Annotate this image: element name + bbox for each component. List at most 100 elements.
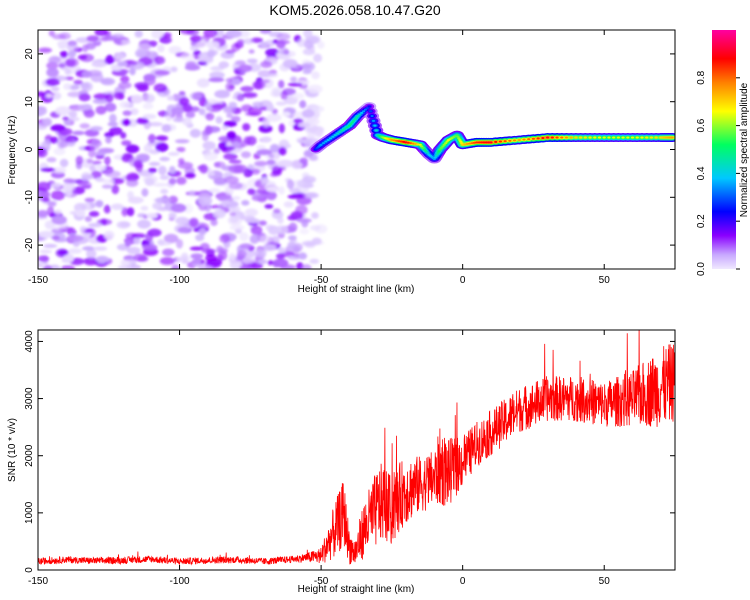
noise-blob xyxy=(305,192,320,199)
noise-blob xyxy=(137,43,152,50)
noise-blob xyxy=(247,188,256,195)
noise-blob xyxy=(95,255,109,263)
noise-blob xyxy=(65,76,74,81)
noise-blob xyxy=(171,264,180,269)
noise-blob xyxy=(291,92,305,100)
noise-blob xyxy=(190,253,204,260)
ridge-segment xyxy=(459,140,463,143)
noise-blob xyxy=(152,202,163,210)
noise-blob xyxy=(84,197,95,203)
noise-blob xyxy=(278,123,285,134)
noise-blob xyxy=(239,232,249,242)
noise-blob xyxy=(119,39,131,45)
noise-blob xyxy=(179,30,195,35)
noise-blob xyxy=(258,220,267,226)
ridge-segment xyxy=(621,136,625,139)
ridge-segment xyxy=(588,136,592,139)
ridge-segment xyxy=(356,115,360,118)
noise-blob xyxy=(143,73,156,82)
noise-blob xyxy=(109,126,123,136)
colorbar-tick-label: 0.0 xyxy=(696,262,707,276)
noise-blob xyxy=(213,209,226,219)
noise-blob xyxy=(269,143,280,153)
noise-blob xyxy=(91,61,106,68)
ridge-segment xyxy=(626,136,630,139)
snr-frame xyxy=(37,329,676,571)
noise-blob xyxy=(245,218,260,224)
noise-blob xyxy=(230,206,241,213)
spectrogram-x-tick-label: -150 xyxy=(28,275,48,286)
noise-blob xyxy=(53,225,67,231)
colorbar-tick-label: 0.6 xyxy=(696,118,707,132)
noise-blob xyxy=(174,139,190,144)
noise-blob xyxy=(126,60,139,66)
snr-x-tick-label: -50 xyxy=(314,576,329,587)
noise-blob xyxy=(44,264,53,269)
noise-blob xyxy=(196,78,210,88)
noise-blob xyxy=(250,225,263,235)
noise-blob xyxy=(104,156,111,166)
noise-blob xyxy=(169,165,176,174)
noise-blob xyxy=(271,165,283,175)
noise-blob xyxy=(287,241,296,250)
ridge-segment xyxy=(597,136,602,139)
noise-blob xyxy=(83,231,91,238)
noise-blob xyxy=(104,170,121,178)
noise-blob xyxy=(296,38,306,48)
noise-blob xyxy=(155,142,169,152)
noise-blob xyxy=(231,141,241,148)
noise-blob xyxy=(224,176,239,185)
noise-blob xyxy=(257,79,270,84)
noise-blob xyxy=(104,30,112,37)
noise-blob xyxy=(126,207,135,217)
noise-blob xyxy=(299,228,310,235)
ridge-segment xyxy=(434,154,438,157)
ridge-segment xyxy=(338,130,342,133)
noise-blob xyxy=(262,243,277,252)
noise-blob xyxy=(222,106,232,114)
noise-blob xyxy=(226,131,237,140)
ridge-segment xyxy=(424,150,428,153)
noise-blob xyxy=(82,246,94,251)
noise-blob xyxy=(125,144,140,154)
noise-blob xyxy=(287,235,297,241)
ridge-segment xyxy=(439,146,444,149)
ridge-segment xyxy=(579,136,583,139)
noise-blob xyxy=(189,246,204,251)
noise-blob xyxy=(311,71,320,80)
noise-blob xyxy=(271,108,278,115)
ridge-segment xyxy=(654,136,658,139)
noise-blob xyxy=(279,47,289,55)
noise-blob xyxy=(260,60,273,69)
noise-blob xyxy=(240,85,254,92)
noise-blob xyxy=(68,234,84,242)
noise-blob xyxy=(142,113,157,120)
noise-blob xyxy=(244,249,256,258)
noise-blob xyxy=(50,182,62,188)
noise-blob xyxy=(158,165,167,176)
ridge-segment xyxy=(477,141,481,144)
noise-blob xyxy=(250,168,261,175)
noise-blob xyxy=(309,258,320,264)
noise-blob xyxy=(231,115,241,123)
snr-x-tick-label: -150 xyxy=(28,576,48,587)
noise-blob xyxy=(309,225,321,231)
noise-blob xyxy=(40,167,56,172)
noise-blob xyxy=(189,91,203,101)
noise-blob xyxy=(229,224,245,231)
noise-blob xyxy=(287,255,301,261)
colorbar-ticks: 0.0 0.2 0.4 0.6 0.8 xyxy=(696,70,740,276)
noise-blob xyxy=(136,117,149,125)
ridge-segment xyxy=(374,129,378,132)
ridge-segment xyxy=(420,145,424,148)
spectrogram-noise xyxy=(38,30,328,269)
noise-blob xyxy=(208,77,225,83)
noise-blob xyxy=(288,222,298,233)
noise-blob xyxy=(86,249,97,259)
colorbar-tick-label: 0.4 xyxy=(696,166,707,180)
noise-blob xyxy=(68,248,82,254)
noise-blob xyxy=(178,158,185,165)
noise-blob xyxy=(84,129,100,137)
ridge-segment xyxy=(649,136,654,139)
noise-blob xyxy=(105,136,112,144)
